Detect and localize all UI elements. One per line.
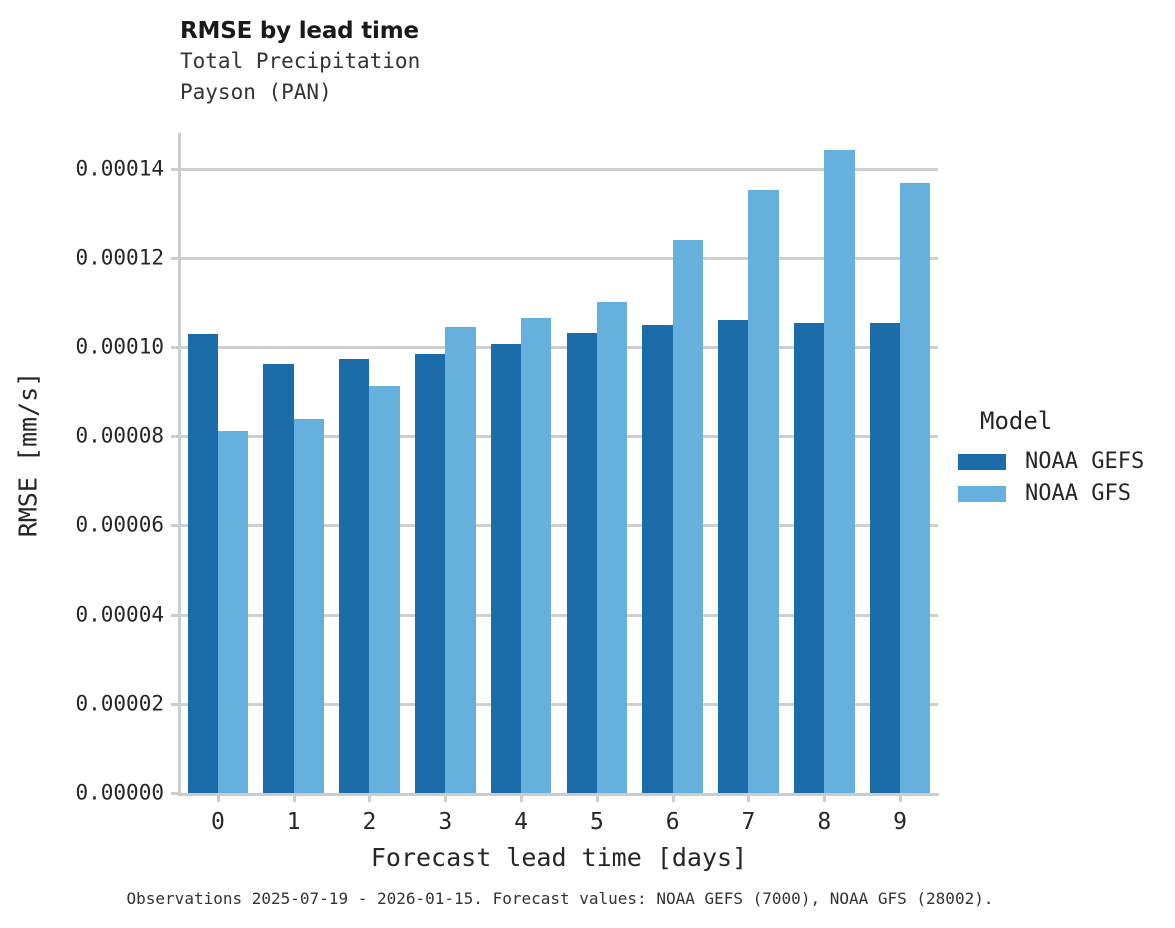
y-axis-tick — [171, 613, 179, 617]
bar-group: 0 — [180, 133, 256, 834]
chart-subtitle-variable: Total Precipitation — [180, 49, 421, 73]
x-axis-tick — [368, 794, 372, 802]
gridline — [180, 256, 938, 260]
bar-group: 7 — [711, 133, 787, 834]
x-axis-tick-label: 1 — [286, 809, 301, 835]
bar[interactable] — [672, 240, 703, 793]
x-axis-tick-label: 0 — [210, 809, 225, 835]
x-axis-tick-label: 6 — [665, 809, 680, 835]
legend-swatch-icon — [958, 454, 1006, 470]
bar[interactable] — [369, 386, 400, 793]
x-axis-tick — [823, 794, 827, 802]
x-axis-tick — [899, 794, 903, 802]
x-axis-tick — [444, 794, 448, 802]
y-axis-tick-label: 0.00006 — [75, 512, 164, 537]
x-axis-tick — [595, 794, 599, 802]
x-axis-title: Forecast lead time [days] — [370, 843, 748, 872]
bar[interactable] — [217, 430, 249, 793]
bar[interactable] — [566, 333, 597, 793]
bar-group: 8 — [786, 133, 862, 834]
gridline — [180, 524, 938, 528]
y-axis-tick-label: 0.00002 — [75, 691, 164, 716]
x-axis-tick-label: 3 — [438, 809, 453, 835]
y-axis-tick-label: 0.00010 — [75, 334, 164, 359]
gridline — [180, 435, 938, 439]
bar-group: 2 — [332, 133, 408, 834]
y-axis-tick — [171, 524, 179, 528]
y-axis-tick — [171, 256, 179, 260]
bar-group: 6 — [635, 133, 711, 834]
legend-item[interactable]: NOAA GEFS — [958, 446, 1173, 478]
bar[interactable] — [900, 182, 931, 793]
y-axis-tick-label: 0.00000 — [75, 780, 164, 805]
bar[interactable] — [748, 190, 779, 793]
y-axis-tick — [171, 346, 179, 350]
x-axis-tick — [216, 794, 220, 802]
legend-item-label: NOAA GEFS — [1025, 449, 1145, 474]
title-block: RMSE by lead time Total Precipitation Pa… — [180, 16, 880, 108]
footer-note: Observations 2025-07-19 - 2026-01-15. Fo… — [126, 889, 994, 908]
x-axis-tick-label: 2 — [362, 809, 377, 835]
bar-group: 3 — [407, 133, 483, 834]
legend-item-label: NOAA GFS — [1025, 481, 1131, 506]
y-axis-title: RMSE [mm/s] — [13, 371, 43, 538]
bar[interactable] — [824, 150, 855, 793]
bar[interactable] — [263, 363, 294, 793]
gridline — [180, 167, 938, 171]
bar-group: 5 — [559, 133, 635, 834]
x-axis-tick — [671, 794, 675, 802]
bar[interactable] — [414, 354, 446, 793]
x-axis-tick — [520, 794, 524, 802]
chart-subtitle-location: Payson (PAN) — [180, 80, 332, 104]
bar[interactable] — [293, 419, 324, 793]
y-axis-spine — [178, 133, 181, 793]
gridline — [180, 702, 938, 706]
x-axis-tick-label: 5 — [589, 809, 604, 835]
bar[interactable] — [521, 317, 552, 793]
y-axis-tick-label: 0.00004 — [75, 602, 164, 627]
bar[interactable] — [718, 320, 749, 793]
bar[interactable] — [187, 334, 218, 793]
bar[interactable] — [793, 322, 825, 793]
legend-items: NOAA GEFS NOAA GFS — [958, 446, 1173, 510]
legend-title: Model — [980, 407, 1053, 435]
x-axis-tick — [292, 794, 296, 802]
x-axis-tick-label: 9 — [893, 809, 908, 835]
legend-swatch-icon — [958, 486, 1006, 502]
y-axis-tick-label: 0.00008 — [75, 423, 164, 448]
bar[interactable] — [339, 358, 370, 793]
bar-group: 4 — [483, 133, 559, 834]
y-axis-tick — [171, 435, 179, 439]
gridline — [180, 613, 938, 617]
y-axis-tick-label: 0.00012 — [75, 245, 164, 270]
bar-group: 1 — [256, 133, 332, 834]
plot-area: 0.00000 0.00002 0.00004 0.00006 0.00008 0.000… — [75, 133, 939, 834]
y-axis-tick-label: 0.00014 — [75, 156, 164, 181]
y-axis-tick — [171, 702, 179, 706]
bar[interactable] — [445, 327, 476, 793]
x-axis-tick-label: 8 — [817, 809, 832, 835]
legend: Model NOAA GEFS NOAA GFS — [958, 406, 1173, 510]
legend-item[interactable]: NOAA GFS — [958, 478, 1173, 510]
gridline — [180, 346, 938, 350]
bar[interactable] — [869, 322, 901, 793]
x-axis-spine — [178, 793, 939, 796]
bar[interactable] — [490, 344, 522, 793]
bar[interactable] — [596, 302, 628, 793]
x-axis-tick-label: 4 — [514, 809, 529, 835]
bar-group: 9 — [862, 133, 938, 834]
page-title: RMSE by lead time — [180, 18, 419, 44]
bar[interactable] — [642, 325, 673, 793]
x-axis-tick — [747, 794, 751, 802]
x-axis-tick-label: 7 — [741, 809, 756, 835]
y-axis-tick — [171, 792, 179, 795]
y-axis-tick — [171, 167, 179, 171]
